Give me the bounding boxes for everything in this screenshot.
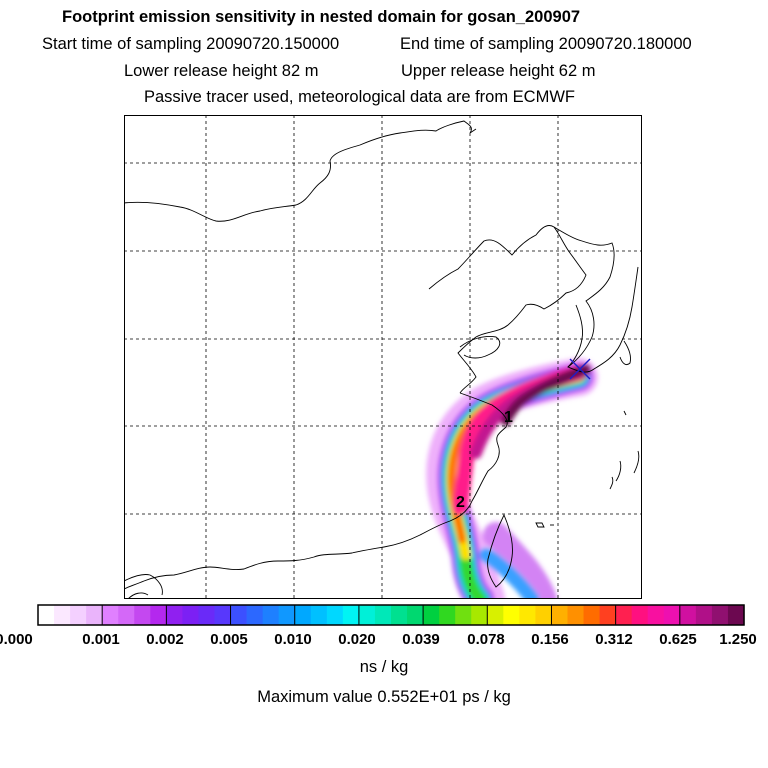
map-canvas: 1 2 <box>124 115 642 599</box>
colorbar-swatch <box>294 605 312 625</box>
colorbar-swatch <box>487 605 504 625</box>
colorbar-swatch <box>631 605 649 625</box>
colorbar-swatch <box>407 605 424 625</box>
grid-lines <box>124 115 642 599</box>
colorbar-tick-7: 0.078 <box>467 631 505 648</box>
colorbar-swatch <box>567 605 585 625</box>
colorbar-swatch <box>38 605 55 625</box>
colorbar <box>37 604 745 626</box>
track-label-1: 1 <box>504 409 513 426</box>
colorbar-swatch <box>647 605 665 625</box>
colorbar-swatch <box>278 605 296 625</box>
tracer-info-label: Passive tracer used, meteorological data… <box>144 88 575 106</box>
colorbar-swatch <box>471 605 488 625</box>
colorbar-swatch <box>711 605 729 625</box>
colorbar-swatch <box>326 605 344 625</box>
colorbar-swatch <box>134 605 151 625</box>
colorbar-tick-3: 0.005 <box>210 631 248 648</box>
colorbar-swatch <box>503 605 520 625</box>
upper-release-label: Upper release height 62 m <box>401 62 596 80</box>
colorbar-swatch <box>166 605 184 625</box>
colorbar-swatch <box>663 605 681 625</box>
colorbar-swatch <box>519 605 537 625</box>
colorbar-tick-5: 0.020 <box>338 631 376 648</box>
end-time-label: End time of sampling 20090720.180000 <box>400 35 692 53</box>
colorbar-swatch <box>70 605 87 625</box>
colorbar-swatch <box>262 605 280 625</box>
colorbar-tick-11: 1.250 <box>719 631 757 648</box>
colorbar-swatch <box>439 605 456 625</box>
x-icon <box>569 358 591 380</box>
colorbar-swatch <box>679 605 697 625</box>
colorbar-swatch <box>118 605 135 625</box>
colorbar-swatch <box>230 605 248 625</box>
colorbar-swatch <box>423 605 440 625</box>
colorbar-swatch <box>310 605 328 625</box>
colorbar-swatch <box>246 605 264 625</box>
colorbar-swatch <box>198 605 216 625</box>
track-label-2: 2 <box>456 494 465 511</box>
lower-release-label: Lower release height 82 m <box>124 62 319 80</box>
colorbar-swatch <box>583 605 601 625</box>
colorbar-swatch <box>551 605 569 625</box>
colorbar-tick-1: 0.001 <box>82 631 120 648</box>
colorbar-swatch <box>374 605 392 625</box>
maximum-value-label: Maximum value 0.552E+01 ps / kg <box>257 688 511 706</box>
colorbar-swatch <box>54 605 71 625</box>
plume <box>426 358 598 599</box>
colorbar-swatch <box>615 605 633 625</box>
colorbar-swatch <box>358 605 376 625</box>
colorbar-swatch <box>214 605 232 625</box>
start-time-label: Start time of sampling 20090720.150000 <box>42 35 340 53</box>
colorbar-tick-9: 0.312 <box>595 631 633 648</box>
colorbar-frame <box>37 604 745 626</box>
colorbar-swatch <box>455 605 472 625</box>
colorbar-swatch <box>342 605 360 625</box>
plot-title: Footprint emission sensitivity in nested… <box>62 8 581 26</box>
colorbar-tick-10: 0.625 <box>659 631 697 648</box>
colorbar-tick-6: 0.039 <box>402 631 440 648</box>
colorbar-swatch <box>695 605 713 625</box>
colorbar-swatch <box>391 605 408 625</box>
colorbar-tick-0: 0.000 <box>0 631 33 648</box>
colorbar-swatch <box>150 605 167 625</box>
colorbar-swatch <box>86 605 103 625</box>
colorbar-swatch <box>535 605 553 625</box>
footprint-map: 1 2 <box>124 115 642 599</box>
colorbar-units: ns / kg <box>359 658 409 676</box>
colorbar-swatch <box>599 605 617 625</box>
colorbar-swatch <box>727 605 745 625</box>
colorbar-swatch <box>102 605 119 625</box>
colorbar-tick-4: 0.010 <box>274 631 312 648</box>
colorbar-swatch <box>182 605 200 625</box>
colorbar-tick-8: 0.156 <box>531 631 569 648</box>
colorbar-tick-2: 0.002 <box>146 631 184 648</box>
